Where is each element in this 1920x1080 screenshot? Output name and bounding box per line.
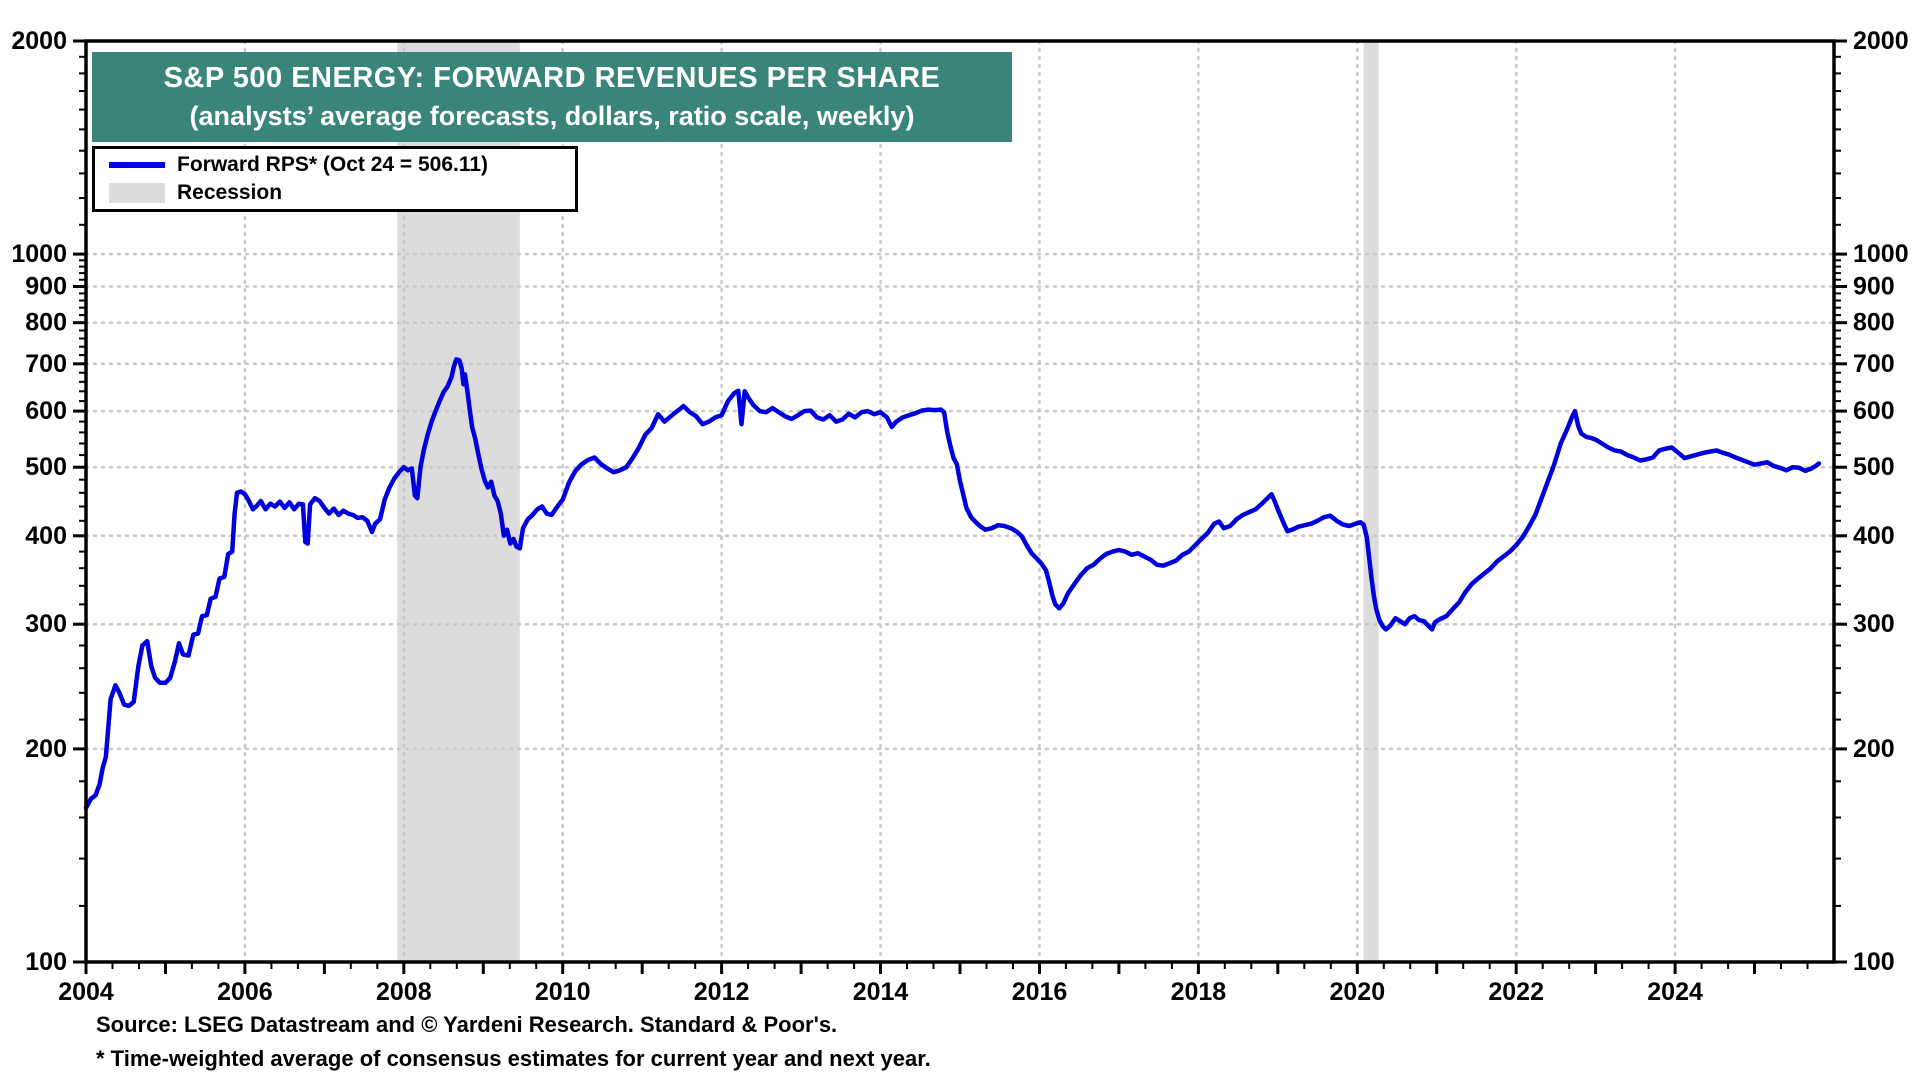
plot-border	[84, 39, 1836, 964]
y-axis-tick-label: 500	[25, 453, 67, 481]
x-axis-tick-label: 2010	[535, 978, 591, 1006]
legend-box: Forward RPS* (Oct 24 = 506.11) Recession	[92, 146, 578, 212]
y-axis-tick-label: 300	[25, 610, 67, 638]
chart-subtitle: (analysts’ average forecasts, dollars, r…	[189, 101, 915, 131]
legend-item-recession: Recession	[95, 180, 575, 206]
y-axis-tick-label: 600	[1853, 397, 1895, 425]
x-axis-tick-label: 2022	[1488, 978, 1544, 1006]
y-axis-tick-label: 100	[1853, 948, 1895, 976]
x-axis-tick-label: 2024	[1647, 978, 1703, 1006]
recession-band	[1363, 41, 1379, 962]
y-axis-tick-label: 2000	[1853, 27, 1909, 55]
y-axis-tick-label: 800	[1853, 309, 1895, 337]
y-axis-tick-label: 2000	[11, 27, 67, 55]
legend-item-forward-rps: Forward RPS* (Oct 24 = 506.11)	[95, 152, 575, 178]
footnote: * Time-weighted average of consensus est…	[96, 1046, 931, 1071]
chart-title: S&P 500 ENERGY: FORWARD REVENUES PER SHA…	[163, 62, 941, 94]
y-axis-tick-label: 1000	[11, 240, 67, 268]
legend-label: Forward RPS* (Oct 24 = 506.11)	[177, 153, 489, 177]
y-axis-tick-label: 600	[25, 397, 67, 425]
source-note: Source: LSEG Datastream and © Yardeni Re…	[96, 1012, 838, 1037]
x-axis-tick-label: 2008	[376, 978, 432, 1006]
chart-title-box: S&P 500 ENERGY: FORWARD REVENUES PER SHA…	[92, 52, 1012, 142]
y-axis-tick-label: 200	[25, 735, 67, 763]
y-axis-tick-label: 700	[25, 350, 67, 378]
y-axis-tick-label: 200	[1853, 735, 1895, 763]
y-axis-tick-label: 400	[1853, 522, 1895, 550]
x-axis-tick-label: 2012	[694, 978, 750, 1006]
x-axis-tick-label: 2006	[217, 978, 273, 1006]
x-axis-tick-label: 2004	[58, 978, 114, 1006]
y-axis-tick-label: 900	[1853, 273, 1895, 301]
y-axis-tick-label: 100	[25, 948, 67, 976]
legend-label: Recession	[177, 180, 283, 204]
x-axis-tick-label: 2020	[1329, 978, 1385, 1006]
x-axis-tick-label: 2016	[1012, 978, 1068, 1006]
line-series-swatch	[109, 162, 165, 169]
y-axis-tick-label: 500	[1853, 453, 1895, 481]
y-axis-tick-label: 1000	[1853, 240, 1909, 268]
x-axis-tick-label: 2018	[1171, 978, 1227, 1006]
y-axis-tick-label: 800	[25, 309, 67, 337]
y-axis-tick-label: 700	[1853, 350, 1895, 378]
forward-rps-line	[83, 357, 1822, 811]
y-axis-tick-label: 400	[25, 522, 67, 550]
x-axis-tick-label: 2014	[853, 978, 909, 1006]
y-axis-tick-label: 900	[25, 273, 67, 301]
recession-swatch	[109, 182, 165, 203]
y-axis-tick-label: 300	[1853, 610, 1895, 638]
